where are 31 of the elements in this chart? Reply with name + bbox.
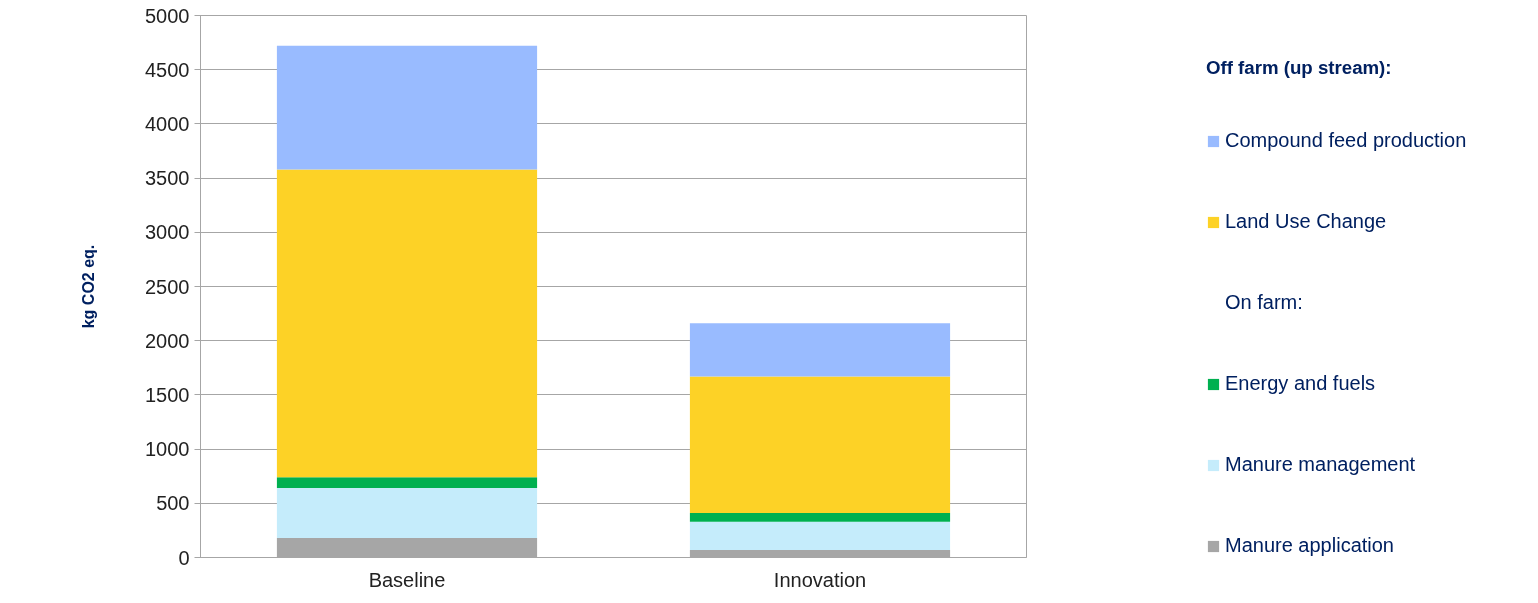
bar (276, 169, 538, 478)
y-tick-label: 500 (156, 492, 190, 515)
bar (689, 513, 951, 522)
y-tick-label: 1500 (145, 383, 190, 406)
text: On farm: (1225, 291, 1303, 314)
y-axis-title: kg CO2 eq. (80, 244, 98, 329)
legend-label: Land Use Change (1225, 210, 1387, 233)
y-tick-label: 0 (178, 546, 190, 569)
bar (689, 521, 951, 550)
legend-label: Energy and fuels (1225, 372, 1376, 395)
y-tick-label: 3500 (145, 167, 190, 190)
bar (689, 549, 951, 558)
y-tick-label: 4500 (145, 58, 190, 81)
legend-label: Manure management (1225, 453, 1416, 476)
y-tick-label: 4000 (145, 112, 190, 135)
bar (276, 537, 538, 558)
bar (689, 323, 951, 377)
bar (276, 45, 538, 170)
bar (689, 376, 951, 514)
legend-label: Manure application (1225, 534, 1394, 557)
y-tick-label: 1000 (145, 438, 190, 461)
x-tick-label: Baseline (368, 568, 446, 591)
legend-label: Compound feed production (1225, 129, 1467, 152)
y-tick-label: 3000 (145, 221, 190, 244)
x-tick-label: Innovation (773, 568, 867, 591)
bar (276, 488, 538, 538)
y-tick-label: 2000 (145, 329, 190, 352)
y-tick-label: 5000 (145, 4, 190, 27)
y-tick-label: 2500 (145, 275, 190, 298)
text: Off farm (up stream): (1206, 57, 1393, 79)
bar (276, 477, 538, 489)
